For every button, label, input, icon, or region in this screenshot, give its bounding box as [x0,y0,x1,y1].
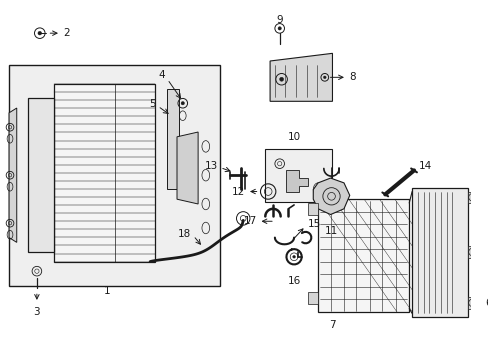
Circle shape [278,27,281,30]
Text: 15: 15 [307,219,320,229]
Text: 8: 8 [349,72,356,82]
Text: 14: 14 [418,161,431,171]
Polygon shape [28,98,54,252]
Text: 3: 3 [34,307,40,317]
Text: 6: 6 [484,298,488,308]
Polygon shape [177,132,198,204]
Bar [411,188,467,317]
Text: 13: 13 [204,161,218,171]
Bar [317,199,408,312]
Bar [467,297,476,309]
Text: 7: 7 [328,320,335,330]
Text: 9: 9 [276,14,283,24]
Bar [467,246,476,258]
Polygon shape [269,53,332,101]
Circle shape [181,102,184,105]
Text: 17: 17 [243,216,256,226]
Bar [167,89,179,189]
Circle shape [323,76,325,79]
Text: 11: 11 [324,226,337,236]
Bar [308,292,317,304]
Text: 2: 2 [62,28,69,38]
Text: 4: 4 [159,71,165,80]
Circle shape [470,251,473,253]
Circle shape [470,196,473,199]
Text: 16: 16 [287,276,300,286]
Bar [54,84,155,262]
Bar [308,203,317,215]
Text: 5: 5 [149,99,156,109]
Text: 12: 12 [231,186,244,197]
Bar [265,149,332,202]
Polygon shape [313,178,349,215]
Circle shape [470,301,473,304]
Text: 18: 18 [178,229,191,239]
Text: 1: 1 [103,286,110,296]
Polygon shape [286,170,308,193]
Polygon shape [9,108,17,242]
Circle shape [279,77,283,81]
Circle shape [292,256,295,258]
Circle shape [38,31,41,35]
Text: 10: 10 [287,132,300,141]
Bar [9,65,220,285]
Bar [467,192,476,203]
